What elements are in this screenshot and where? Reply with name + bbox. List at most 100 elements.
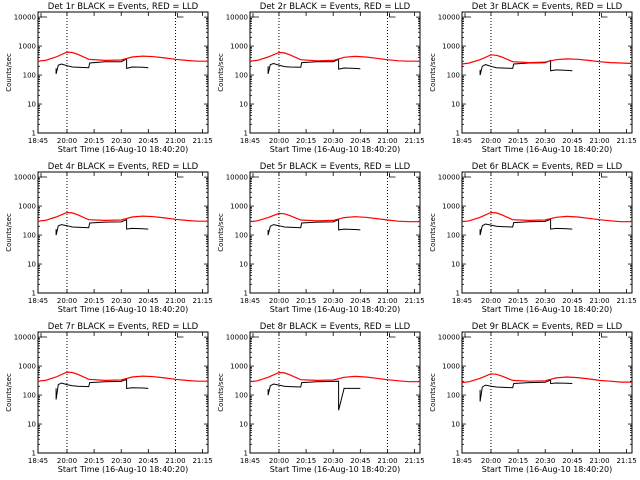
x-tick-label: 20:45 <box>138 297 158 305</box>
x-tick-label: 20:15 <box>296 137 316 145</box>
y-tick-label: 1 <box>244 130 248 138</box>
panel-title: Det 8r BLACK = Events, RED = LLD <box>260 322 411 332</box>
x-tick-label: 18:45 <box>452 297 472 305</box>
x-axis-label: Start Time (16-Aug-10 18:40:20) <box>270 465 401 474</box>
panel-title: Det 1r BLACK = Events, RED = LLD <box>48 2 199 12</box>
x-axis-label: Start Time (16-Aug-10 18:40:20) <box>58 145 189 154</box>
x-axis-label: Start Time (16-Aug-10 18:40:20) <box>482 305 613 314</box>
x-tick-label: 21:00 <box>165 457 185 465</box>
x-tick-label: 20:30 <box>111 457 131 465</box>
marker-bracket <box>177 13 184 18</box>
lld-series-line <box>37 371 208 382</box>
x-tick-label: 21:00 <box>377 137 397 145</box>
x-tick-label: 20:15 <box>508 297 528 305</box>
x-tick-label: 20:30 <box>323 457 343 465</box>
detector-panel: Det 4r BLACK = Events, RED = LLD 1 10 100 10… <box>5 162 213 314</box>
y-axis-label: Counts/sec <box>217 53 225 92</box>
panel-title: Det 7r BLACK = Events, RED = LLD <box>48 322 199 332</box>
x-tick-label: 20:00 <box>57 137 77 145</box>
x-tick-label: 20:45 <box>138 137 158 145</box>
events-series-line <box>55 218 149 236</box>
x-axis-label: Start Time (16-Aug-10 18:40:20) <box>482 145 613 154</box>
x-tick-label: 20:00 <box>57 297 77 305</box>
x-tick-label: 20:15 <box>84 297 104 305</box>
lld-series-line <box>461 54 633 65</box>
x-tick-label: 20:45 <box>138 457 158 465</box>
panel-title: Det 9r BLACK = Events, RED = LLD <box>472 322 623 332</box>
y-tick-label: 1000 <box>230 363 248 371</box>
x-tick-label: 21:15 <box>192 457 212 465</box>
marker-bracket <box>40 333 47 338</box>
y-tick-label: 100 <box>235 72 248 80</box>
events-series-line <box>479 59 573 76</box>
x-axis-label: Start Time (16-Aug-10 18:40:20) <box>58 305 189 314</box>
x-tick-label: 21:15 <box>616 137 636 145</box>
y-tick-label: 10 <box>239 261 248 269</box>
lld-series-line <box>249 51 420 62</box>
y-tick-label: 100 <box>235 232 248 240</box>
x-tick-label: 21:15 <box>192 297 212 305</box>
events-series-line <box>479 218 573 236</box>
marker-bracket <box>177 173 184 178</box>
marker-bracket <box>389 333 396 338</box>
marker-bracket <box>177 333 184 338</box>
x-tick-label: 20:00 <box>269 457 289 465</box>
y-tick-label: 1 <box>32 130 36 138</box>
y-tick-label: 10 <box>451 101 460 109</box>
x-tick-label: 20:45 <box>350 297 370 305</box>
marker-bracket <box>601 173 608 178</box>
y-axis-label: Counts/sec <box>5 213 13 252</box>
x-tick-label: 20:45 <box>350 137 370 145</box>
x-tick-label: 21:00 <box>377 457 397 465</box>
x-tick-label: 18:45 <box>28 457 48 465</box>
events-series-line <box>479 379 573 402</box>
y-tick-label: 1000 <box>230 203 248 211</box>
x-tick-label: 20:45 <box>350 457 370 465</box>
x-tick-label: 20:00 <box>481 137 501 145</box>
plot-frame <box>461 11 633 134</box>
plot-frame <box>249 11 421 134</box>
x-tick-label: 21:00 <box>165 297 185 305</box>
x-tick-label: 21:15 <box>192 137 212 145</box>
y-axis-label: Counts/sec <box>429 373 437 412</box>
y-tick-label: 1000 <box>442 43 460 51</box>
lld-series-line <box>249 371 420 383</box>
y-tick-label: 100 <box>235 392 248 400</box>
lld-series-line <box>249 212 420 223</box>
x-tick-label: 18:45 <box>240 137 260 145</box>
x-tick-label: 20:30 <box>323 137 343 145</box>
x-tick-label: 18:45 <box>28 297 48 305</box>
x-tick-label: 18:45 <box>28 137 48 145</box>
marker-bracket <box>389 173 396 178</box>
x-tick-label: 21:00 <box>165 137 185 145</box>
x-tick-label: 21:00 <box>589 137 609 145</box>
detector-panel: Det 5r BLACK = Events, RED = LLD 1 10 100 10… <box>217 162 425 314</box>
panel-title: Det 3r BLACK = Events, RED = LLD <box>472 2 623 12</box>
x-tick-label: 20:15 <box>84 457 104 465</box>
y-tick-label: 1000 <box>18 43 36 51</box>
x-tick-label: 20:30 <box>323 297 343 305</box>
events-series-line <box>55 378 149 400</box>
x-tick-label: 20:30 <box>535 297 555 305</box>
marker-bracket <box>601 13 608 18</box>
y-axis-label: Counts/sec <box>217 373 225 412</box>
x-tick-label: 18:45 <box>240 297 260 305</box>
marker-bracket <box>389 13 396 18</box>
y-tick-label: 10 <box>451 421 460 429</box>
marker-bracket <box>464 173 471 178</box>
x-tick-label: 21:15 <box>404 457 424 465</box>
x-tick-label: 20:00 <box>57 457 77 465</box>
marker-bracket <box>252 333 259 338</box>
y-tick-label: 10 <box>27 421 36 429</box>
x-tick-label: 20:00 <box>481 297 501 305</box>
y-tick-label: 10000 <box>438 174 460 182</box>
x-tick-label: 20:15 <box>508 457 528 465</box>
x-tick-label: 21:15 <box>616 297 636 305</box>
y-tick-label: 100 <box>447 72 460 80</box>
events-series-line <box>267 380 361 411</box>
detector-panel: Det 8r BLACK = Events, RED = LLD 1 10 100 10… <box>217 322 425 474</box>
x-tick-label: 18:45 <box>452 457 472 465</box>
x-tick-label: 21:15 <box>616 457 636 465</box>
